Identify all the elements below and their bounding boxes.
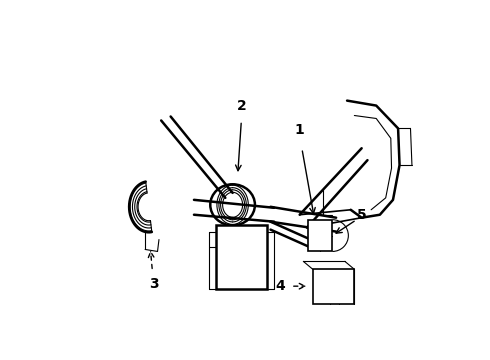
Text: 5: 5 xyxy=(357,208,367,222)
FancyBboxPatch shape xyxy=(308,220,333,251)
Text: 3: 3 xyxy=(149,277,159,291)
Text: 1: 1 xyxy=(295,123,305,138)
FancyBboxPatch shape xyxy=(216,225,267,289)
FancyBboxPatch shape xyxy=(313,269,354,304)
Text: 4: 4 xyxy=(275,279,285,293)
Text: 2: 2 xyxy=(237,99,246,113)
